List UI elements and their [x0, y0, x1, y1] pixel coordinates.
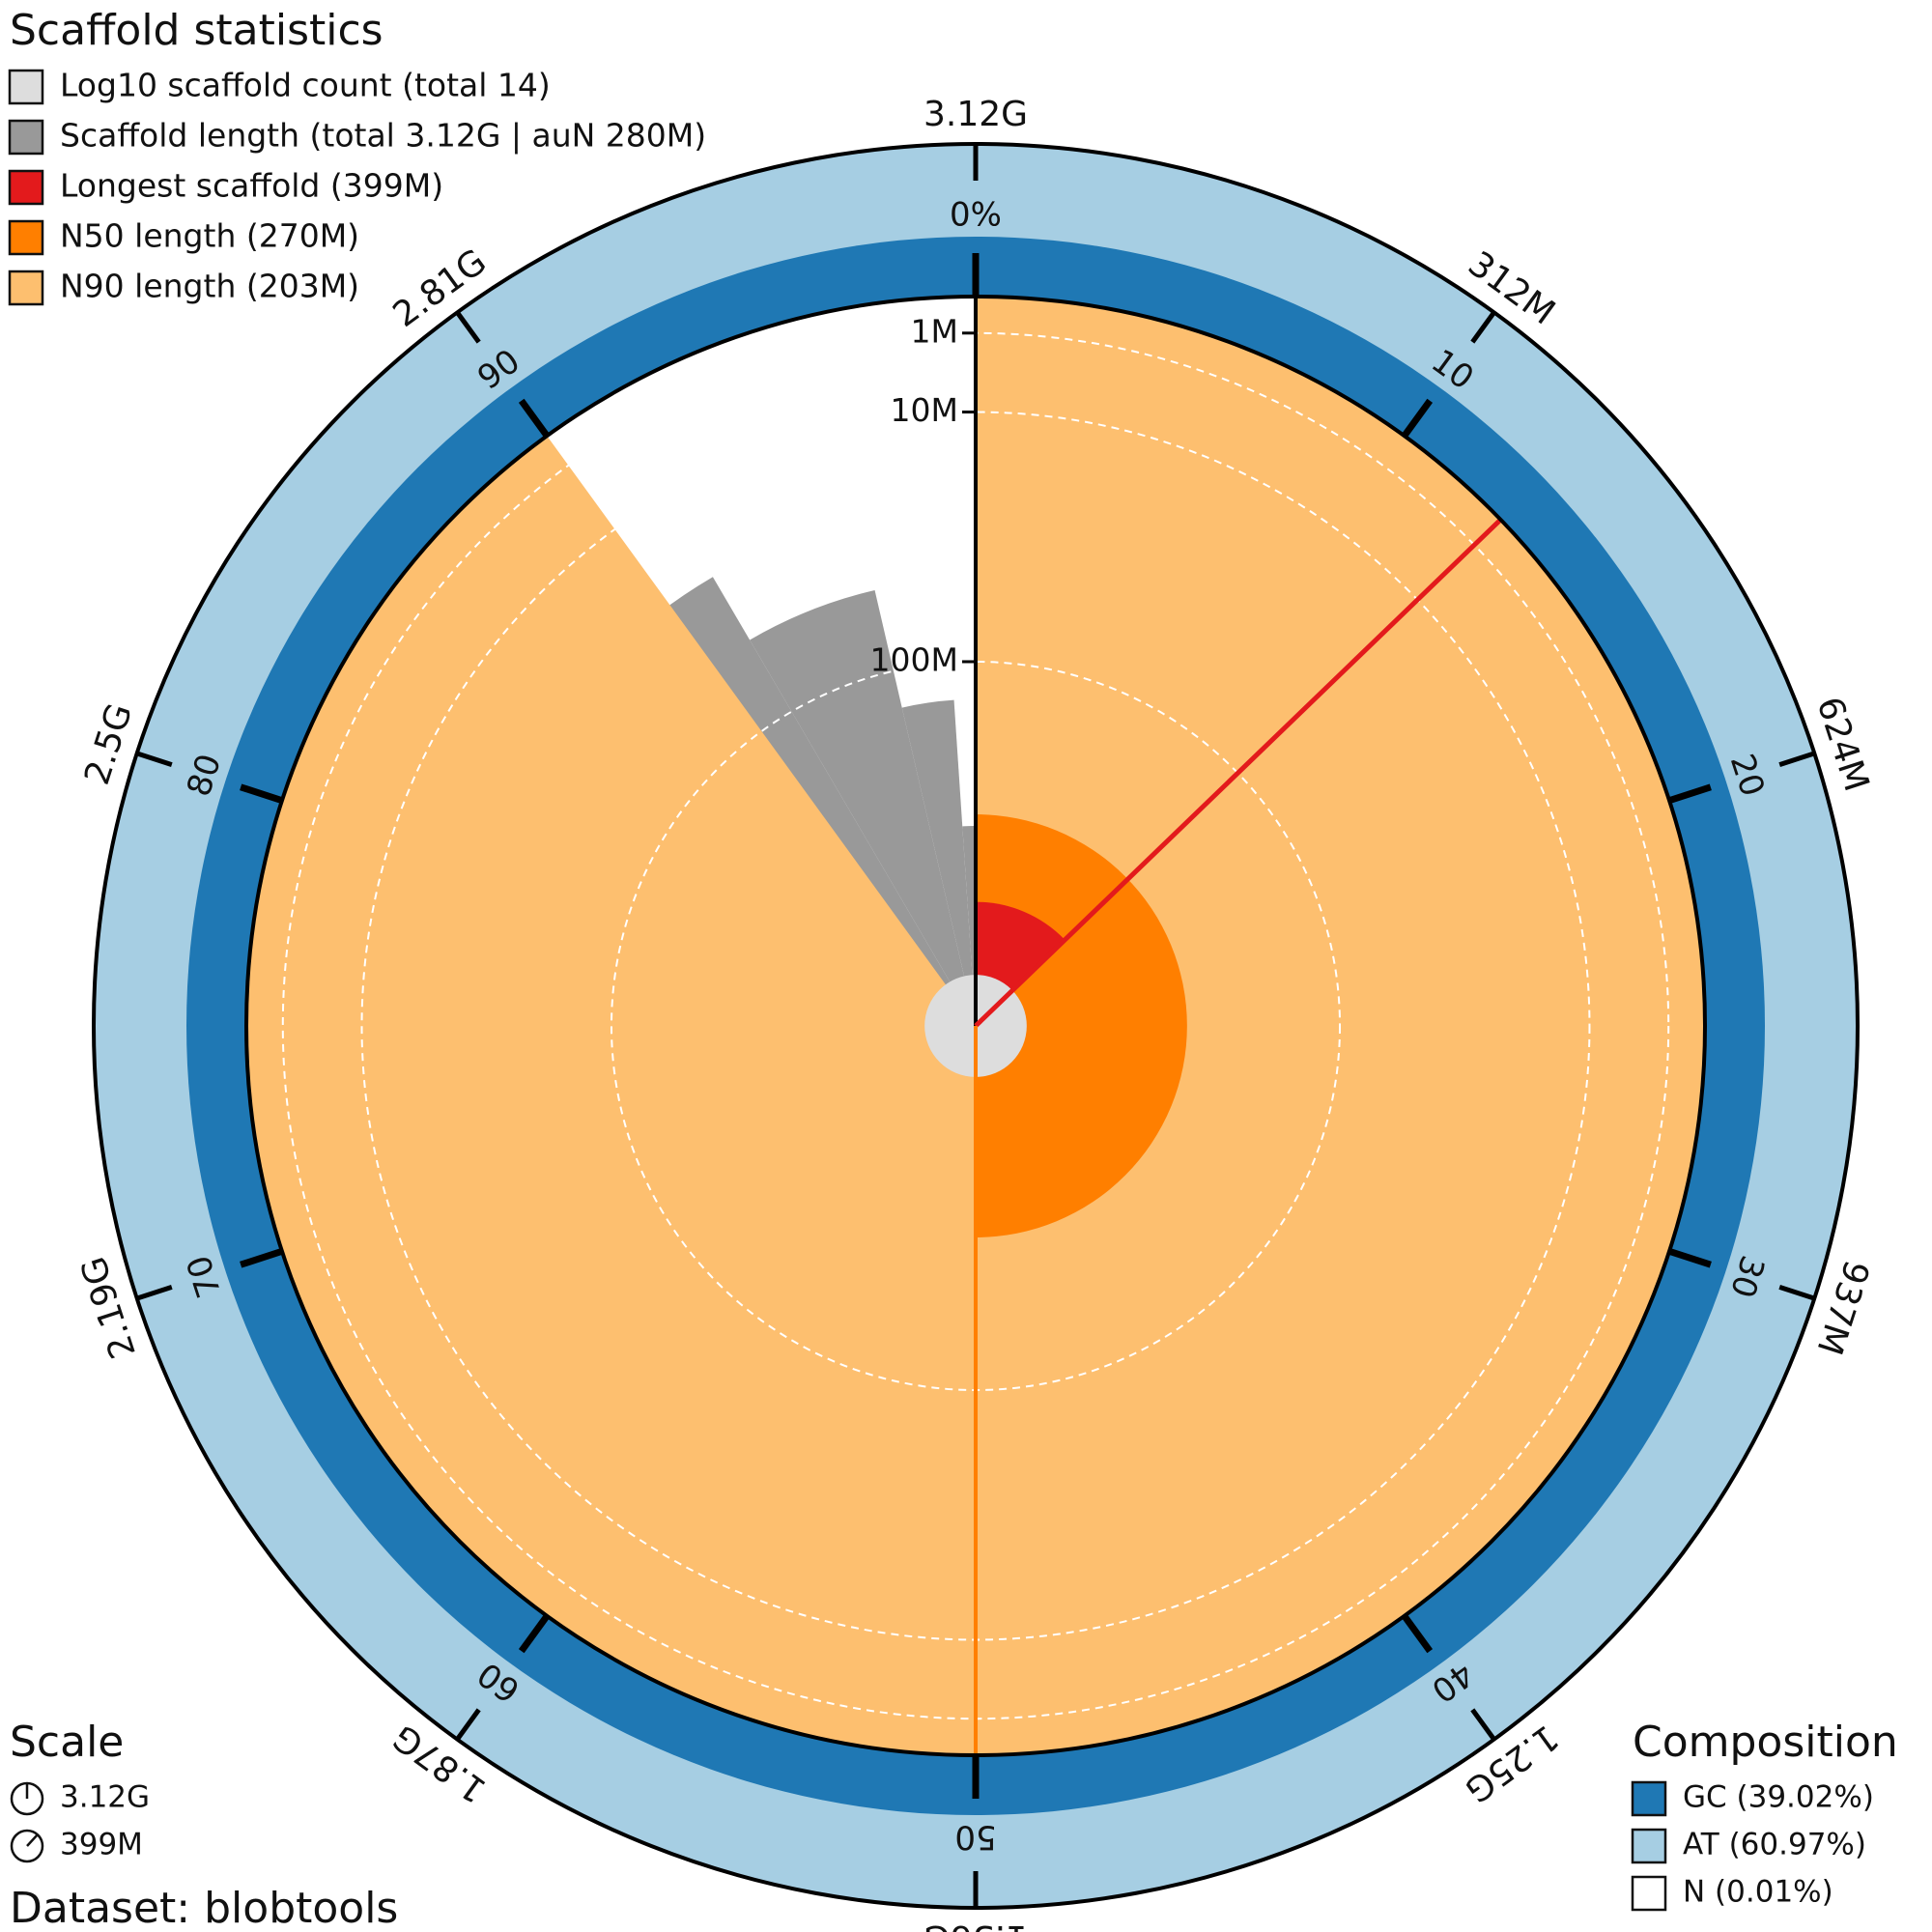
radial-tick-label: 100M: [870, 640, 958, 678]
longest-line: [974, 518, 1503, 1028]
length-tick-label: 3.12G: [923, 95, 1028, 134]
percent-tick: [1667, 1247, 1712, 1268]
composition-label: AT (60.97%): [1683, 1828, 1866, 1862]
length-tick: [1470, 1708, 1496, 1742]
composition-label: GC (39.02%): [1683, 1780, 1874, 1815]
dataset-label: Dataset: blobtools: [10, 1884, 398, 1932]
legend-swatch: [8, 69, 44, 105]
legend-swatch: [8, 169, 44, 206]
percent-tick: [518, 398, 551, 439]
composition-swatch: [1631, 1780, 1667, 1817]
length-tick: [135, 1285, 173, 1301]
percent-tick-label: 50: [954, 1818, 996, 1857]
composition-label: N (0.01%): [1683, 1875, 1833, 1910]
percent-tick-label: 0%: [950, 196, 1002, 235]
legend-label: Log10 scaffold count (total 14): [60, 67, 551, 104]
percent-tick: [1401, 1613, 1434, 1654]
length-tick: [1778, 751, 1816, 767]
legend-swatch: [8, 119, 44, 156]
percent-tick: [1667, 783, 1712, 805]
length-tick: [455, 1708, 481, 1742]
scale-label: 399M: [60, 1828, 143, 1862]
composition-title: Composition: [1633, 1718, 1898, 1767]
scale-title: Scale: [10, 1718, 124, 1767]
percent-tick: [1401, 398, 1434, 439]
legend-label: N90 length (203M): [60, 268, 359, 305]
legend-swatch: [8, 270, 44, 306]
length-tick: [135, 751, 173, 767]
legend-label: Scaffold length (total 3.12G | auN 280M): [60, 117, 706, 155]
legend-label: Longest scaffold (399M): [60, 167, 443, 205]
chart-title: Scaffold statistics: [10, 6, 384, 55]
scale-label: 3.12G: [60, 1780, 150, 1815]
legend-label: N50 length (270M): [60, 217, 359, 255]
scaffold-segment: [901, 699, 976, 1026]
length-tick: [1470, 310, 1496, 344]
percent-tick: [240, 783, 284, 805]
scale-icon: [10, 1829, 44, 1863]
composition-swatch: [1631, 1828, 1667, 1864]
radial-tick-label: 10M: [891, 391, 958, 429]
legend-swatch: [8, 219, 44, 256]
radial-tick-label: 1M: [911, 312, 958, 350]
length-tick: [455, 310, 481, 344]
length-tick-label: 1.56G: [923, 1918, 1028, 1932]
scale-icon-hand: [26, 1833, 39, 1847]
composition-swatch: [1631, 1875, 1667, 1912]
percent-tick: [518, 1613, 551, 1654]
percent-tick: [240, 1247, 284, 1268]
scaffold-segment: [750, 590, 976, 1026]
length-tick: [1778, 1285, 1816, 1301]
